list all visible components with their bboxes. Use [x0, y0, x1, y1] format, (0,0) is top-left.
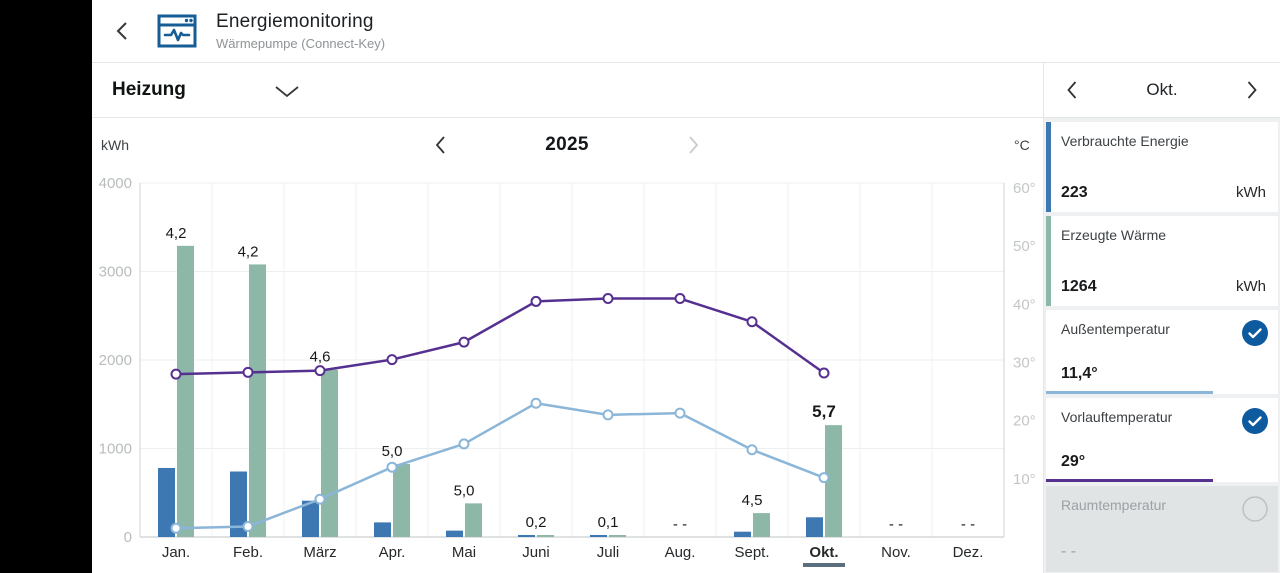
right-axis-unit: °C — [1014, 137, 1030, 153]
svg-text:40°: 40° — [1013, 296, 1036, 313]
consumed-energy-value: 223 — [1061, 184, 1088, 201]
next-month-button[interactable] — [1240, 77, 1266, 103]
next-year-button[interactable] — [681, 132, 707, 158]
produced-heat-value: 1264 — [1061, 278, 1097, 295]
svg-text:50°: 50° — [1013, 238, 1036, 255]
svg-text:4000: 4000 — [99, 175, 132, 192]
card-title: Erzeugte Wärme — [1061, 227, 1167, 243]
svg-text:Aug.: Aug. — [665, 544, 696, 561]
svg-text:Apr.: Apr. — [379, 544, 406, 561]
svg-text:10°: 10° — [1013, 471, 1036, 488]
svg-text:4,2: 4,2 — [166, 225, 187, 242]
svg-text:0,1: 0,1 — [598, 514, 619, 531]
svg-text:Jan.: Jan. — [162, 544, 190, 561]
svg-text:4,2: 4,2 — [238, 243, 259, 260]
chevron-left-icon — [116, 22, 127, 40]
outdoor-temperature-value: 11,4° — [1061, 365, 1098, 382]
flow-temperature-checkbox[interactable] — [1242, 408, 1268, 434]
circuit-selector[interactable]: Heizung — [92, 63, 1043, 118]
energy-monitoring-icon — [156, 11, 198, 51]
energy-monitoring-screen: Energiemonitoring Wärmepumpe (Connect-Ke… — [92, 0, 1280, 573]
svg-text:0,2: 0,2 — [526, 514, 547, 531]
svg-text:30°: 30° — [1013, 355, 1036, 372]
selected-month-label: Okt. — [1146, 80, 1178, 99]
outdoor-temperature-series-underline — [1046, 391, 1214, 394]
svg-text:Okt.: Okt. — [809, 544, 838, 561]
svg-text:- -: - - — [961, 516, 975, 533]
chevron-right-icon — [1248, 81, 1258, 99]
svg-text:60°: 60° — [1013, 180, 1036, 197]
month-nav: Okt. — [1044, 63, 1280, 118]
produced-heat-accent-bar — [1046, 216, 1051, 306]
prev-month-button[interactable] — [1058, 77, 1084, 103]
svg-text:- -: - - — [889, 516, 903, 533]
card-title: Außentemperatur — [1061, 321, 1170, 337]
svg-text:5,7: 5,7 — [812, 402, 836, 421]
year-nav: 2025 — [427, 130, 707, 160]
room-temperature-value: - - — [1061, 543, 1077, 560]
card-title: Verbrauchte Energie — [1061, 133, 1189, 149]
page-title: Energiemonitoring — [216, 11, 374, 32]
chevron-right-icon — [689, 136, 699, 154]
produced-heat-unit: kWh — [1236, 278, 1266, 295]
svg-text:3000: 3000 — [99, 264, 132, 281]
svg-text:Juni: Juni — [522, 544, 550, 561]
flow-temperature-value: 29° — [1061, 453, 1086, 470]
chevron-left-icon — [435, 136, 445, 154]
svg-text:Juli: Juli — [597, 544, 620, 561]
svg-text:0: 0 — [124, 529, 132, 546]
svg-text:20°: 20° — [1013, 413, 1036, 430]
outdoor-temperature-card: Außentemperatur 11,4° — [1046, 310, 1278, 394]
room-temperature-checkbox[interactable] — [1242, 496, 1268, 522]
back-button[interactable] — [100, 9, 144, 53]
produced-heat-card: Erzeugte Wärme 1264 kWh — [1046, 216, 1278, 306]
svg-text:5,0: 5,0 — [454, 482, 475, 499]
page-subtitle: Wärmepumpe (Connect-Key) — [216, 36, 386, 51]
card-title: Vorlauftemperatur — [1061, 409, 1173, 425]
year-label: 2025 — [545, 134, 589, 155]
svg-text:Sept.: Sept. — [734, 544, 769, 561]
svg-text:5,0: 5,0 — [382, 443, 403, 460]
stat-cards: Verbrauchte Energie 223 kWh Erzeugte Wär… — [1044, 118, 1280, 572]
left-axis-unit: kWh — [101, 137, 129, 153]
consumed-energy-accent-bar — [1046, 122, 1051, 212]
circuit-selector-label: Heizung — [112, 79, 186, 100]
svg-text:- -: - - — [673, 516, 687, 533]
svg-text:4,5: 4,5 — [742, 492, 763, 509]
svg-text:Mai: Mai — [452, 544, 476, 561]
svg-text:Feb.: Feb. — [233, 544, 263, 561]
outdoor-temperature-checkbox[interactable] — [1242, 320, 1268, 346]
chevron-left-icon — [1066, 81, 1076, 99]
consumed-energy-unit: kWh — [1236, 184, 1266, 201]
consumed-energy-card: Verbrauchte Energie 223 kWh — [1046, 122, 1278, 212]
letterbox-strip — [0, 0, 92, 573]
flow-temperature-series-underline — [1046, 479, 1214, 482]
room-temperature-card: Raumtemperatur - - — [1046, 486, 1278, 572]
svg-text:1000: 1000 — [99, 441, 132, 458]
svg-text:Nov.: Nov. — [881, 544, 911, 561]
svg-text:März: März — [303, 544, 336, 561]
prev-year-button[interactable] — [427, 132, 453, 158]
month-detail-sidebar: Okt. Verbrauchte Energie 223 kWh Erzeugt… — [1043, 63, 1280, 573]
svg-text:2000: 2000 — [99, 352, 132, 369]
top-header: Energiemonitoring Wärmepumpe (Connect-Ke… — [92, 0, 1280, 63]
card-title: Raumtemperatur — [1061, 497, 1167, 513]
energy-chart[interactable]: 0 1000 2000 3000 4000 10° 20° 30° 40° 50° 60° 4,2 4,… — [92, 0, 1043, 573]
flow-temperature-card: Vorlauftemperatur 29° — [1046, 398, 1278, 482]
chevron-down-icon — [275, 86, 299, 98]
svg-text:4,6: 4,6 — [310, 349, 331, 366]
svg-text:Dez.: Dez. — [953, 544, 984, 561]
